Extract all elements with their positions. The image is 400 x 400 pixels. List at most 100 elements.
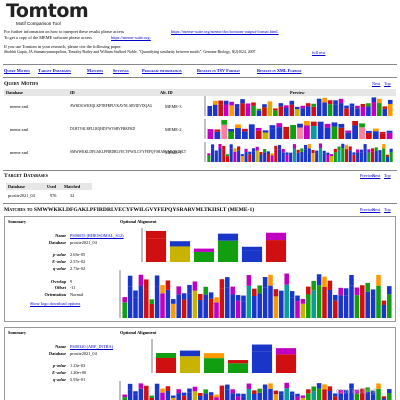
target-logo (141, 228, 287, 262)
logo-stack (343, 295, 349, 318)
logo-stack (235, 393, 241, 397)
logo-stack (171, 397, 176, 400)
nav-link[interactable]: Next (372, 81, 381, 86)
nav-link[interactable]: Program information (142, 68, 182, 73)
logo-stack (257, 392, 262, 400)
logo-stack (327, 390, 333, 400)
logo-stack (248, 154, 252, 162)
logo-stack (193, 248, 215, 252)
info-link[interactable]: https://meme-suite.org/meme/doc/tomtom-o… (171, 29, 279, 34)
logo-stack (192, 391, 198, 400)
logo-stack (333, 148, 337, 153)
logo-stack (235, 396, 241, 400)
logo-stack (377, 98, 382, 104)
field-value[interactable]: PS00320 (ARF_INTRA) (70, 344, 114, 349)
box-header: Summary (8, 330, 27, 335)
logo-stack (300, 397, 306, 400)
nav-link[interactable]: Query Motifs (4, 68, 30, 73)
logo-stack (273, 108, 278, 111)
logo-stack (387, 389, 392, 394)
nav-link[interactable]: Top (384, 173, 391, 178)
logo-stack (246, 383, 252, 389)
logo-stack (366, 103, 371, 107)
motif-logo (204, 142, 393, 162)
logo-stack (229, 105, 234, 116)
logo-stack (219, 288, 225, 318)
cell: 32 (70, 193, 75, 198)
field-value: 2.73e-02 (70, 265, 86, 271)
table-header-bg (4, 89, 396, 96)
logo-stack (348, 150, 352, 162)
logo-stack (229, 148, 233, 162)
info-link[interactable]: full text (312, 50, 326, 55)
logo-stack (171, 395, 176, 398)
nav-link[interactable]: Next (372, 173, 381, 178)
logo-stack (292, 148, 296, 162)
logo-stack (273, 289, 279, 297)
logo-stack (223, 104, 229, 116)
logo-stack (198, 293, 203, 300)
logo-stack (352, 120, 359, 126)
logo-stack (179, 356, 201, 373)
logo-stack (327, 280, 333, 290)
logo-stack (352, 154, 356, 162)
logo-stack (352, 152, 356, 155)
nav-link[interactable]: Previous (360, 173, 376, 178)
logo-stack (219, 279, 225, 289)
nav-link[interactable]: Results in TSV Format (197, 68, 240, 73)
logo-stack (306, 393, 311, 400)
logo-stack (349, 106, 355, 116)
logo-stack (255, 127, 262, 131)
logo-stack (198, 299, 203, 318)
logo-stack (233, 148, 237, 152)
options-link[interactable]: Show logo download options (30, 300, 81, 306)
logo-stack (385, 154, 389, 157)
nav-link[interactable]: Settings (113, 68, 129, 73)
logo-stack (133, 394, 138, 400)
logo-stack (387, 103, 393, 116)
logo-stack (154, 275, 160, 287)
logo-stack (341, 148, 345, 162)
logo-stack (333, 396, 338, 400)
field-value: 2.57e-02 (70, 259, 86, 265)
nav-link[interactable]: Matches (87, 68, 104, 73)
nav-link[interactable]: Next (372, 207, 381, 212)
logo-stack (349, 383, 354, 389)
logo-stack (223, 100, 229, 105)
logo-stack (278, 106, 284, 116)
logo-stack (370, 296, 376, 318)
nav-link[interactable]: Previous (360, 207, 376, 212)
logo-stack (144, 279, 149, 290)
logo-stack (349, 274, 354, 286)
field-label: Offset (54, 285, 66, 291)
logo-stack (389, 148, 393, 153)
logo-stack (355, 108, 360, 116)
nav-link[interactable]: Top (384, 81, 391, 86)
logo-stack (245, 103, 251, 107)
info-link[interactable]: https://meme-suite.org. (111, 35, 151, 40)
section-heading: Matches to SMWWKKLDFGAKLPFIRDRLVECYFWILG… (4, 207, 255, 213)
logo-stack (225, 389, 230, 400)
logo-stack (262, 389, 268, 400)
logo-stack (257, 285, 262, 294)
logo-stack (372, 128, 379, 132)
logo-stack (277, 144, 282, 150)
logo-stack (363, 144, 367, 149)
logo-stack (268, 274, 273, 286)
logo-stack (241, 128, 248, 132)
cell: DLHTVALRPLLRQHDYWVSRVFHKFKD (70, 127, 136, 131)
logo-stack (187, 388, 192, 393)
logo-stack (225, 154, 230, 157)
logo-stack (203, 358, 225, 373)
nav-link[interactable]: Results in XML Format (257, 68, 302, 73)
logo-stack (370, 148, 375, 152)
logo-stack (192, 281, 198, 291)
nav-link[interactable]: Top (384, 207, 391, 212)
logo-stack (289, 297, 295, 318)
logo-stack (370, 390, 376, 395)
nav-link[interactable]: Target Databases (38, 68, 72, 73)
logo-stack (230, 286, 235, 295)
logo-stack (343, 288, 349, 296)
field-value[interactable]: PS00055 (RIBOSOMAL_S12) (70, 233, 124, 238)
logo-stack (240, 103, 245, 116)
